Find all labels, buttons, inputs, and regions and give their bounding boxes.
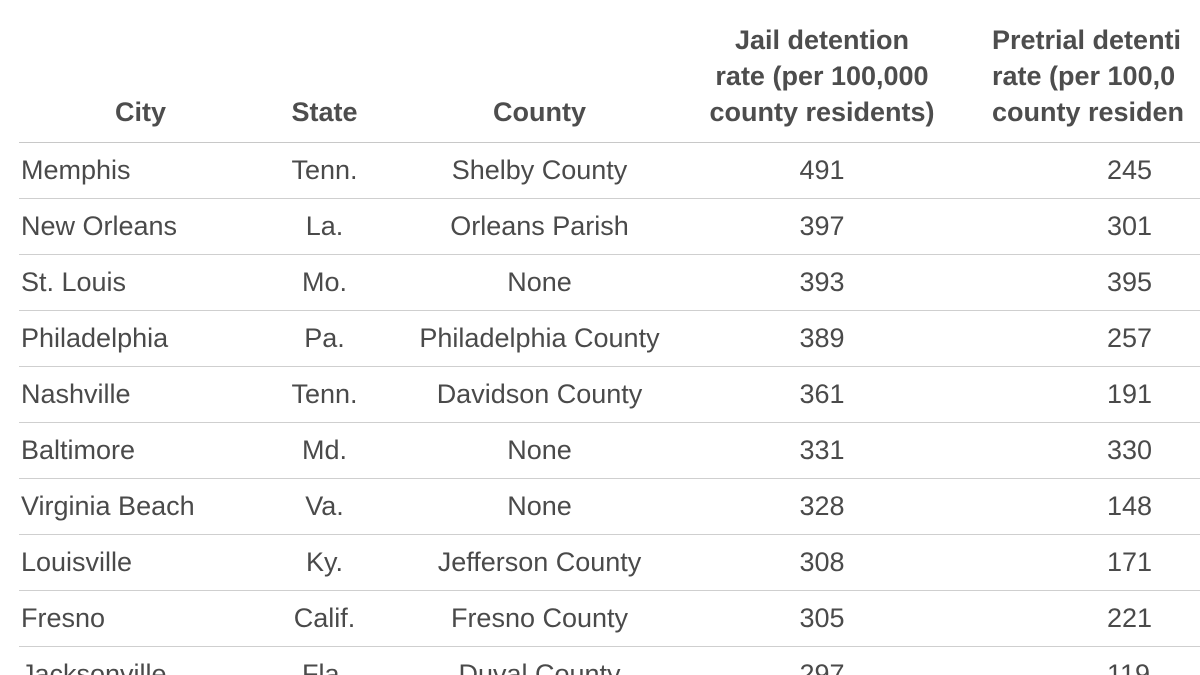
- cell-pretrial-rate: 221: [952, 590, 1200, 647]
- cell-pretrial-rate: 301: [952, 198, 1200, 255]
- cell-city: Virginia Beach: [19, 478, 262, 535]
- cell-county: Shelby County: [387, 142, 692, 199]
- cell-county: Fresno County: [387, 590, 692, 647]
- detention-rate-table: City State County Jail detention rate (p…: [19, 22, 1200, 675]
- cell-state: Tenn.: [262, 366, 387, 423]
- table-row: Jacksonville Fla. Duval County 297 119: [19, 646, 1200, 675]
- header-jail-line: Jail detention: [734, 25, 910, 55]
- cell-pretrial-rate: 257: [952, 310, 1200, 367]
- header-jail-line: county residents): [709, 97, 935, 127]
- cell-city: Fresno: [19, 590, 262, 647]
- cell-county: Philadelphia County: [387, 310, 692, 367]
- cell-county: None: [387, 478, 692, 535]
- cell-city: New Orleans: [19, 198, 262, 255]
- cell-state: Pa.: [262, 310, 387, 367]
- header-pretrial-detention-rate: Pretrial detenti rate (per 100,0 county …: [952, 22, 1200, 143]
- cell-jail-rate: 389: [692, 310, 952, 367]
- table-row: Memphis Tenn. Shelby County 491 245: [19, 142, 1200, 199]
- cell-jail-rate: 491: [692, 142, 952, 199]
- cell-jail-rate: 305: [692, 590, 952, 647]
- cell-state: Calif.: [262, 590, 387, 647]
- cell-jail-rate: 308: [692, 534, 952, 591]
- table-row: New Orleans La. Orleans Parish 397 301: [19, 198, 1200, 255]
- cell-jail-rate: 361: [692, 366, 952, 423]
- header-pretrial-line: rate (per 100,0: [992, 61, 1176, 91]
- cell-city: Memphis: [19, 142, 262, 199]
- header-pretrial-line: county residen: [992, 97, 1185, 127]
- cell-state: Fla.: [262, 646, 387, 675]
- header-city: City: [19, 22, 262, 143]
- cell-pretrial-rate: 171: [952, 534, 1200, 591]
- cell-city: Baltimore: [19, 422, 262, 479]
- cell-city: Philadelphia: [19, 310, 262, 367]
- cell-state: Md.: [262, 422, 387, 479]
- header-county: County: [387, 22, 692, 143]
- cell-state: Tenn.: [262, 142, 387, 199]
- cell-pretrial-rate: 395: [952, 254, 1200, 311]
- cell-city: Nashville: [19, 366, 262, 423]
- table-row: St. Louis Mo. None 393 395: [19, 254, 1200, 311]
- cell-city: Jacksonville: [19, 646, 262, 675]
- cell-state: Mo.: [262, 254, 387, 311]
- table-row: Virginia Beach Va. None 328 148: [19, 478, 1200, 535]
- cell-jail-rate: 328: [692, 478, 952, 535]
- cell-pretrial-rate: 330: [952, 422, 1200, 479]
- table-row: Nashville Tenn. Davidson County 361 191: [19, 366, 1200, 423]
- header-jail-line: rate (per 100,000: [715, 61, 929, 91]
- cell-county: Jefferson County: [387, 534, 692, 591]
- table-row: Fresno Calif. Fresno County 305 221: [19, 590, 1200, 647]
- cell-state: La.: [262, 198, 387, 255]
- cell-pretrial-rate: 191: [952, 366, 1200, 423]
- header-row: City State County Jail detention rate (p…: [19, 22, 1200, 143]
- cell-county: Duval County: [387, 646, 692, 675]
- header-jail-detention-rate: Jail detention rate (per 100,000 county …: [692, 22, 952, 143]
- cell-state: Va.: [262, 478, 387, 535]
- cell-jail-rate: 331: [692, 422, 952, 479]
- cell-county: Orleans Parish: [387, 198, 692, 255]
- cell-city: St. Louis: [19, 254, 262, 311]
- table-row: Baltimore Md. None 331 330: [19, 422, 1200, 479]
- table-row: Philadelphia Pa. Philadelphia County 389…: [19, 310, 1200, 367]
- cell-county: None: [387, 254, 692, 311]
- header-state: State: [262, 22, 387, 143]
- cell-jail-rate: 297: [692, 646, 952, 675]
- cell-jail-rate: 393: [692, 254, 952, 311]
- cell-state: Ky.: [262, 534, 387, 591]
- cell-jail-rate: 397: [692, 198, 952, 255]
- cell-pretrial-rate: 148: [952, 478, 1200, 535]
- cell-county: Davidson County: [387, 366, 692, 423]
- table-row: Louisville Ky. Jefferson County 308 171: [19, 534, 1200, 591]
- header-pretrial-line: Pretrial detenti: [992, 25, 1182, 55]
- cell-pretrial-rate: 245: [952, 142, 1200, 199]
- cell-county: None: [387, 422, 692, 479]
- cell-pretrial-rate: 119: [952, 646, 1200, 675]
- cell-city: Louisville: [19, 534, 262, 591]
